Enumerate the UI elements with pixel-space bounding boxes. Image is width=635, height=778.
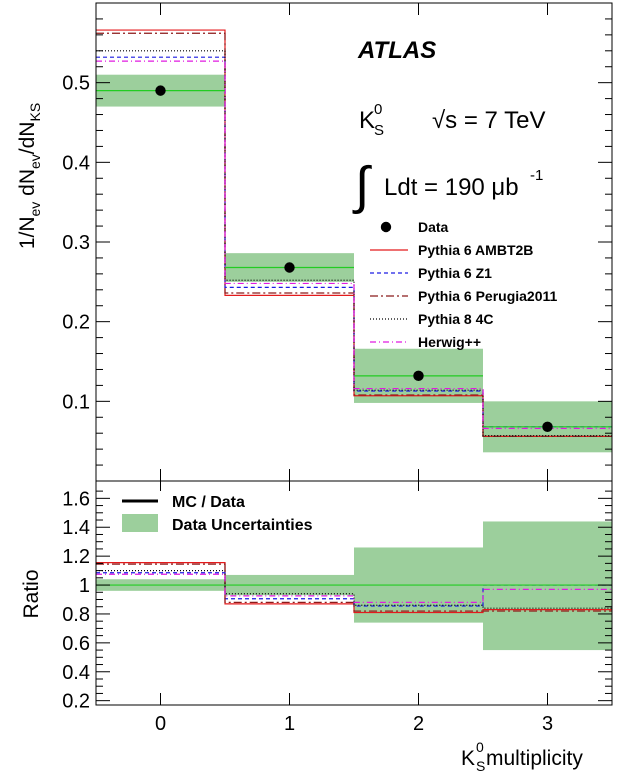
data-point-0 xyxy=(155,85,166,96)
x-axis-label-sup: 0 xyxy=(476,739,484,755)
ratio-ytick-label-7: 1.6 xyxy=(62,488,90,510)
main-ytick-label-2: 0.3 xyxy=(62,232,90,254)
main-ytick-label-0: 0.1 xyxy=(62,391,90,413)
y-label-part-0: 1/N xyxy=(16,216,39,249)
integral-symbol: ∫ xyxy=(352,157,372,215)
lumi-sup: -1 xyxy=(530,167,543,184)
y-label-part-2: dN xyxy=(16,169,39,202)
ratio-ytick-label-4: 1 xyxy=(79,575,90,597)
ratio-ytick-label-6: 1.4 xyxy=(62,517,90,539)
ratio-y-axis-label: Ratio xyxy=(20,569,43,618)
particle-sub: S xyxy=(374,122,384,139)
x-axis-label-k: K xyxy=(461,747,475,770)
ratio-frame xyxy=(95,480,613,706)
ratio-ytick-label-1: 0.4 xyxy=(62,662,90,684)
ratio-ytick-label-5: 1.2 xyxy=(62,546,90,568)
legend-label-3: Pythia 8 4C xyxy=(418,311,493,327)
legend-data-marker xyxy=(380,221,392,233)
particle-label: K xyxy=(359,107,375,134)
particle-sup: 0 xyxy=(374,101,382,118)
y-label-part-4: /dN xyxy=(16,122,39,155)
x-axis-label-rest: multiplicity xyxy=(486,747,583,770)
x-axis-label-sub: S xyxy=(476,758,485,774)
lumi-label: Ldt = 190 μb xyxy=(384,174,519,201)
ratio-panel: 0.2 0.4 0.6 0.8 1 1.2 1.4 1.6 0 1 2 3 xyxy=(62,480,613,735)
xtick-label-1: 1 xyxy=(284,713,295,735)
data-point-1 xyxy=(284,262,295,273)
atlas-label: ATLAS xyxy=(357,37,436,64)
legend-label-0: Pythia 6 AMBT2B xyxy=(418,242,533,258)
ratio-ytick-label-0: 0.2 xyxy=(62,691,90,713)
legend-label-4: Herwig++ xyxy=(418,334,481,350)
y-label-part-1: ev xyxy=(27,202,43,217)
xtick-label-0: 0 xyxy=(155,713,166,735)
xtick-label-3: 3 xyxy=(542,713,553,735)
ratio-band-bin-3 xyxy=(483,521,612,651)
ratio-legend-mc: MC / Data xyxy=(172,494,245,511)
ratio-ytick-label-2: 0.6 xyxy=(62,633,90,655)
data-point-3 xyxy=(542,421,553,433)
main-ytick-label-4: 0.5 xyxy=(62,73,90,95)
legend-data-label: Data xyxy=(418,219,449,235)
main-ytick-label-1: 0.2 xyxy=(62,312,90,334)
main-panel: 0.1 0.2 0.3 0.4 0.5 xyxy=(62,2,613,482)
legend-label-2: Pythia 6 Perugia2011 xyxy=(418,288,558,304)
data-point-2 xyxy=(413,370,424,382)
main-ytick-label-3: 0.4 xyxy=(62,152,90,174)
legend-label-1: Pythia 6 Z1 xyxy=(418,265,492,281)
ratio-line-3 xyxy=(96,570,612,609)
ratio-legend-band xyxy=(122,514,158,532)
ratio-line-4 xyxy=(96,573,612,603)
xtick-label-2: 2 xyxy=(413,713,424,735)
ratio-line-2 xyxy=(96,563,612,612)
y-label-part-5: KS xyxy=(27,103,43,122)
ratio-legend-unc: Data Uncertainties xyxy=(172,517,313,534)
ratio-ytick-label-3: 0.8 xyxy=(62,604,90,626)
energy-label: √s = 7 TeV xyxy=(432,107,545,134)
y-label-part-3: ev xyxy=(27,154,43,169)
main-y-axis-label: 1/Nev dNev/dNKS xyxy=(16,103,43,249)
